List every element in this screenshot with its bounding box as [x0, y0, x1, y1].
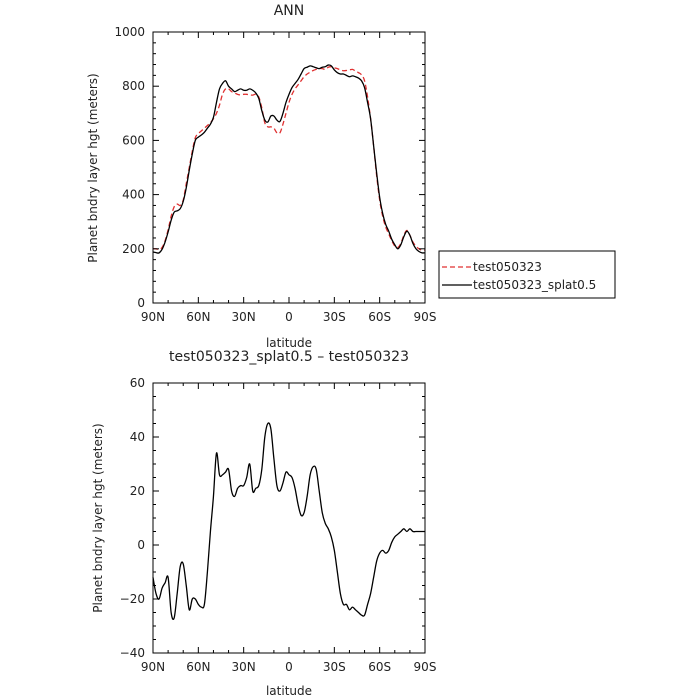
y-tick-label: 200 — [122, 242, 145, 256]
chart-title: ANN — [274, 3, 305, 19]
x-axis-label: latitude — [266, 684, 312, 698]
x-tick-label: 0 — [285, 660, 293, 674]
y-axis: 0 200 400 600 800 1000 — [114, 25, 425, 310]
y-tick-label: 0 — [137, 538, 145, 552]
x-tick-label: 60S — [368, 660, 391, 674]
legend-box — [438, 250, 616, 299]
y-tick-label: 800 — [122, 79, 145, 93]
y-axis-label: Planet bndry layer hgt (meters) — [91, 423, 105, 613]
x-tick-label: 60N — [186, 660, 210, 674]
y-tick-label: 1000 — [114, 25, 145, 39]
y-tick-label: 20 — [130, 484, 145, 498]
y-axis-label: Planet bndry layer hgt (meters) — [86, 73, 100, 263]
x-axis: 90N 60N 30N 0 30S 60S 90S — [141, 32, 437, 324]
y-tick-label: 0 — [137, 296, 145, 310]
panel-difference: test050323_splat0.5 – test050323 90N 60N 3… — [91, 349, 436, 698]
series-line-test050323-splat0-5 — [152, 64, 426, 254]
y-tick-label: −40 — [120, 646, 145, 660]
x-tick-label: 30S — [323, 660, 346, 674]
x-tick-label: 0 — [285, 310, 293, 324]
y-tick-label: 400 — [122, 188, 145, 202]
x-tick-label: 60N — [186, 310, 210, 324]
y-tick-label: 600 — [122, 133, 145, 147]
y-axis: −40 −20 0 20 40 60 — [120, 376, 425, 660]
x-tick-label: 60S — [368, 310, 391, 324]
panel-ann: ANN 90N 60N 30N 0 30S 60S 90S 0 200 400 600 800 100… — [86, 3, 616, 350]
plot-frame — [152, 382, 426, 654]
y-tick-label: 60 — [130, 376, 145, 390]
series-group — [152, 422, 425, 621]
series-line-difference — [152, 422, 425, 621]
x-tick-label: 90S — [414, 660, 437, 674]
chart-title: test050323_splat0.5 – test050323 — [169, 349, 409, 365]
x-axis-label: latitude — [266, 336, 312, 350]
y-tick-label: 40 — [130, 430, 145, 444]
plot-frame — [152, 31, 426, 304]
x-tick-label: 90S — [414, 310, 437, 324]
x-tick-label: 30N — [232, 660, 256, 674]
x-axis: 90N 60N 30N 0 30S 60S 90S — [141, 383, 437, 674]
x-tick-label: 90N — [141, 660, 165, 674]
x-tick-label: 30S — [323, 310, 346, 324]
legend-label-test050323: test050323 — [473, 260, 542, 274]
x-tick-label: 30N — [232, 310, 256, 324]
series-group — [152, 64, 426, 254]
legend: test050323 test050323_splat0.5 — [438, 250, 616, 299]
y-tick-label: −20 — [120, 592, 145, 606]
legend-label-test050323-splat: test050323_splat0.5 — [473, 278, 596, 292]
x-tick-label: 90N — [141, 310, 165, 324]
